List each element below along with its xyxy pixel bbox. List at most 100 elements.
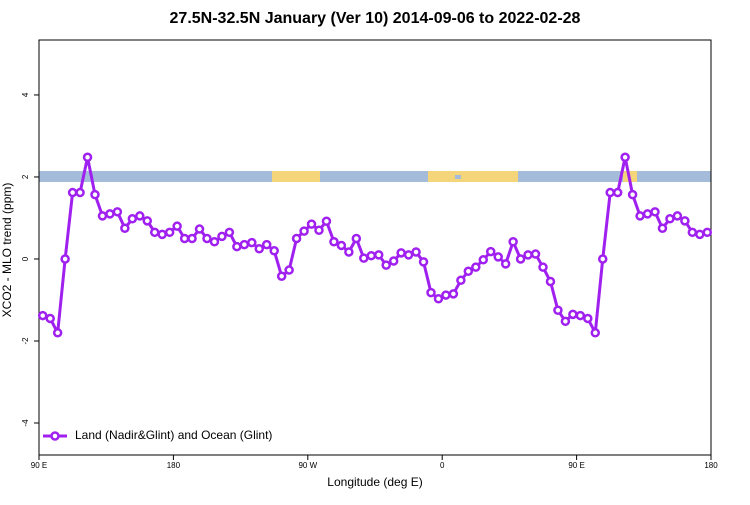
point bbox=[105, 209, 115, 219]
plot-frame bbox=[38, 39, 712, 456]
point bbox=[269, 246, 279, 256]
point bbox=[530, 249, 541, 259]
point bbox=[463, 266, 474, 277]
point bbox=[232, 241, 242, 252]
point bbox=[209, 237, 220, 247]
point bbox=[142, 216, 153, 226]
point bbox=[321, 216, 332, 227]
point bbox=[157, 229, 167, 240]
point bbox=[60, 254, 70, 264]
x-tick-label: 180 bbox=[704, 461, 718, 470]
ocean-band bbox=[39, 171, 711, 182]
point bbox=[680, 216, 690, 226]
point bbox=[665, 214, 675, 224]
series-line bbox=[42, 155, 708, 335]
land-band bbox=[272, 171, 320, 182]
point bbox=[456, 275, 466, 286]
point bbox=[433, 294, 444, 304]
point bbox=[553, 305, 563, 315]
point bbox=[672, 211, 683, 221]
point bbox=[90, 189, 100, 200]
point bbox=[418, 257, 429, 267]
point bbox=[373, 250, 384, 260]
point bbox=[329, 237, 339, 247]
point bbox=[650, 207, 660, 217]
point bbox=[523, 250, 533, 260]
point bbox=[583, 313, 593, 324]
point bbox=[336, 240, 347, 251]
point bbox=[605, 187, 615, 198]
y-axis-label: XCO2 - MLO trend (ppm) bbox=[0, 183, 14, 318]
point bbox=[45, 313, 55, 324]
point bbox=[172, 221, 182, 231]
point bbox=[291, 233, 302, 244]
point bbox=[695, 229, 705, 240]
point bbox=[299, 226, 309, 236]
y-tick-label: 2 bbox=[21, 174, 30, 179]
x-tick-label: 90 E bbox=[31, 461, 47, 470]
point bbox=[366, 250, 377, 261]
point bbox=[500, 259, 511, 269]
point bbox=[149, 227, 160, 238]
point bbox=[471, 262, 481, 272]
point bbox=[112, 207, 123, 217]
point bbox=[515, 254, 526, 264]
point bbox=[657, 223, 668, 233]
point bbox=[284, 265, 294, 275]
x-axis-label: Longitude (deg E) bbox=[327, 475, 422, 489]
point bbox=[75, 187, 85, 198]
point bbox=[612, 187, 623, 198]
point bbox=[135, 211, 145, 221]
point bbox=[194, 224, 205, 234]
y-tick-label: -4 bbox=[21, 419, 30, 427]
point bbox=[344, 247, 354, 257]
point bbox=[217, 231, 227, 242]
point bbox=[642, 209, 653, 219]
point bbox=[538, 262, 548, 272]
land-band bbox=[428, 171, 518, 182]
point bbox=[560, 316, 571, 327]
y-tick-label: 4 bbox=[21, 92, 30, 97]
point bbox=[276, 271, 287, 281]
point bbox=[306, 219, 317, 229]
point bbox=[52, 328, 63, 338]
point bbox=[448, 289, 459, 299]
point bbox=[411, 247, 421, 257]
point bbox=[403, 250, 414, 260]
point bbox=[67, 187, 78, 198]
point bbox=[545, 276, 556, 287]
point bbox=[702, 227, 713, 238]
point bbox=[187, 233, 197, 244]
y-tick-label: 0 bbox=[21, 256, 30, 261]
point bbox=[597, 254, 608, 264]
point bbox=[351, 233, 362, 244]
point bbox=[388, 256, 399, 266]
point bbox=[568, 309, 578, 320]
x-tick-label: 90 W bbox=[298, 461, 317, 470]
point bbox=[441, 290, 451, 300]
point bbox=[254, 243, 265, 254]
point bbox=[493, 252, 503, 262]
point bbox=[575, 310, 586, 321]
legend-label: Land (Nadir&Glint) and Ocean (Glint) bbox=[75, 428, 272, 442]
point bbox=[82, 152, 93, 163]
point bbox=[396, 248, 406, 258]
point bbox=[120, 223, 130, 233]
x-tick-label: 0 bbox=[440, 461, 445, 470]
point bbox=[627, 189, 638, 200]
surface-strip bbox=[39, 171, 711, 182]
point bbox=[687, 227, 698, 238]
point bbox=[97, 211, 108, 221]
point bbox=[239, 239, 250, 250]
point bbox=[261, 239, 272, 250]
point bbox=[202, 233, 212, 244]
point bbox=[508, 237, 518, 247]
point bbox=[359, 253, 369, 263]
point bbox=[620, 152, 630, 163]
point bbox=[37, 310, 48, 321]
point bbox=[247, 237, 257, 248]
lake bbox=[455, 175, 461, 179]
point bbox=[224, 227, 235, 238]
